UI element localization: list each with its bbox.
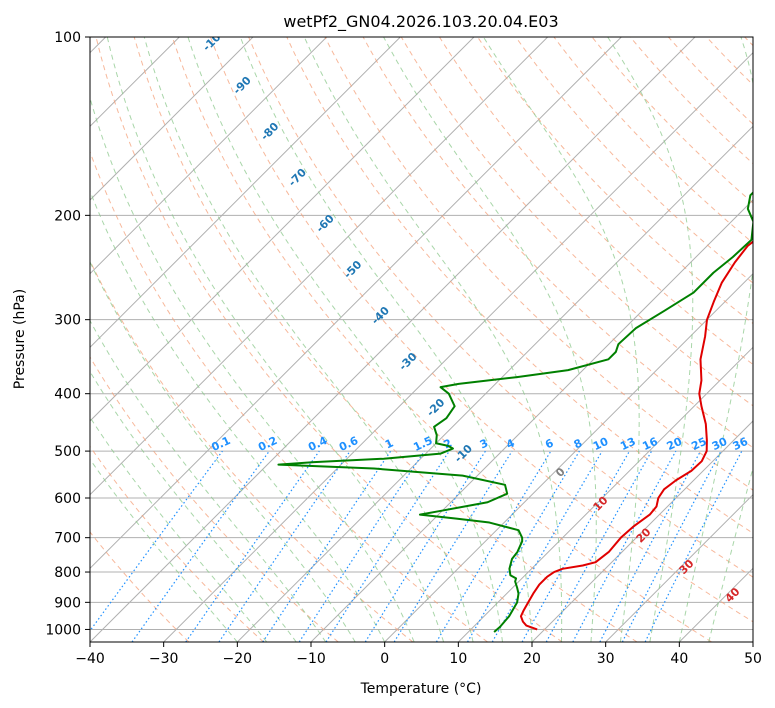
isotherm-line — [531, 420, 753, 642]
dry-adiabat-line — [90, 531, 190, 642]
mixing-ratio-line — [521, 450, 631, 642]
x-tick-label: −10 — [296, 651, 326, 667]
moist-adiabat-line — [143, 37, 474, 642]
plot-frame — [89, 36, 754, 643]
mixing-ratio-line — [185, 450, 320, 642]
dry-adiabat-line — [133, 37, 638, 642]
mixing-ratio-line — [262, 450, 392, 642]
isotherm-line — [605, 493, 753, 642]
dry-adiabat-line — [515, 37, 753, 284]
isotherm-line — [457, 346, 753, 642]
x-tick-label: −40 — [75, 651, 105, 667]
moist-adiabat-line — [90, 416, 268, 642]
mixing-ratio-line — [131, 450, 270, 642]
mixing-ratio-label: 36 — [731, 435, 751, 453]
dry-adiabat-line — [400, 37, 753, 407]
moist-adiabat-line — [90, 458, 238, 642]
y-tick-label: 700 — [54, 531, 81, 547]
y-tick-label: 500 — [54, 444, 81, 460]
isotherm-line — [90, 37, 622, 570]
moist-adiabat-line — [106, 37, 445, 642]
moist-adiabat-line — [303, 37, 563, 642]
isotherm-line — [90, 37, 475, 422]
x-tick-label: 40 — [670, 651, 688, 667]
moist-adiabat-line — [90, 96, 415, 642]
x-tick-label: 20 — [523, 651, 541, 667]
moist-adiabat-line — [607, 37, 694, 642]
x-tick-label: 50 — [744, 651, 762, 667]
mixing-ratio-label: 20 — [665, 435, 685, 453]
mixing-ratio-line — [298, 450, 425, 642]
x-tick-label: 30 — [597, 651, 615, 667]
y-tick-label: 1000 — [45, 622, 81, 638]
dry-adiabat-line — [95, 37, 563, 642]
y-tick-label: 100 — [54, 30, 81, 46]
plot-background — [90, 37, 753, 642]
mixing-ratio-label: 25 — [689, 435, 708, 453]
mixing-ratio-line — [572, 450, 677, 642]
chart-title: wetPf2_GN04.2026.103.20.04.E03 — [283, 12, 558, 32]
dewpoint-profile-line — [277, 191, 753, 633]
mixing-ratio-line — [218, 450, 351, 642]
y-tick-label: 900 — [54, 595, 81, 611]
moist-adiabat-line — [90, 260, 356, 642]
mixing-ratio-label: 16 — [640, 435, 660, 453]
mixing-ratio-label: 10 — [591, 435, 611, 453]
isotherm-line — [90, 37, 696, 642]
mixing-ratio-line — [393, 450, 513, 642]
x-axis-label: Temperature (°C) — [360, 681, 482, 697]
y-axis-label: Pressure (hPa) — [12, 289, 28, 389]
isotherm-line — [90, 37, 254, 201]
dry-adiabat-line — [286, 37, 753, 534]
x-tick-label: 0 — [380, 651, 389, 667]
dry-adiabat-line — [248, 37, 753, 578]
y-tick-label: 600 — [54, 491, 81, 507]
moist-adiabat-line — [383, 37, 597, 642]
dry-adiabat-line — [90, 445, 264, 642]
temperature-profile-line — [519, 240, 753, 631]
isotherm-line — [384, 272, 753, 642]
y-tick-label: 200 — [54, 208, 81, 224]
x-tick-label: −30 — [149, 651, 179, 667]
isotherm-line — [90, 37, 401, 349]
x-tick-label: −20 — [223, 651, 253, 667]
mixing-ratio-line — [325, 450, 450, 642]
isotherm-line — [163, 51, 753, 642]
moist-adiabat-line — [187, 37, 504, 642]
isotherm-line — [90, 37, 328, 275]
y-tick-label: 300 — [54, 313, 81, 329]
x-tick-label: 10 — [449, 651, 467, 667]
isotherm-line — [90, 37, 549, 496]
mixing-ratio-line — [90, 450, 223, 632]
y-tick-label: 400 — [54, 387, 81, 403]
dry-adiabat-line — [210, 37, 753, 623]
moist-adiabat-line — [90, 189, 386, 642]
axes: −40 −30 −20 −10 0 10 20 30 40 50 100 200 300 400 500 60… — [45, 30, 762, 667]
mixing-ratio-label: 30 — [710, 435, 730, 453]
y-tick-label: 800 — [54, 565, 81, 581]
mixing-ratio-line — [644, 450, 743, 642]
isotherm-line — [236, 125, 753, 642]
dry-adiabat-line — [90, 356, 339, 642]
moist-adiabat-line — [90, 370, 297, 642]
moist-adiabat-line — [482, 37, 640, 642]
dry-adiabat-line — [439, 37, 753, 366]
dry-adiabat-line — [90, 150, 488, 642]
dry-adiabat-line — [90, 259, 414, 642]
dry-adiabat-line — [171, 37, 712, 642]
mixing-ratio-label: 13 — [618, 435, 637, 453]
